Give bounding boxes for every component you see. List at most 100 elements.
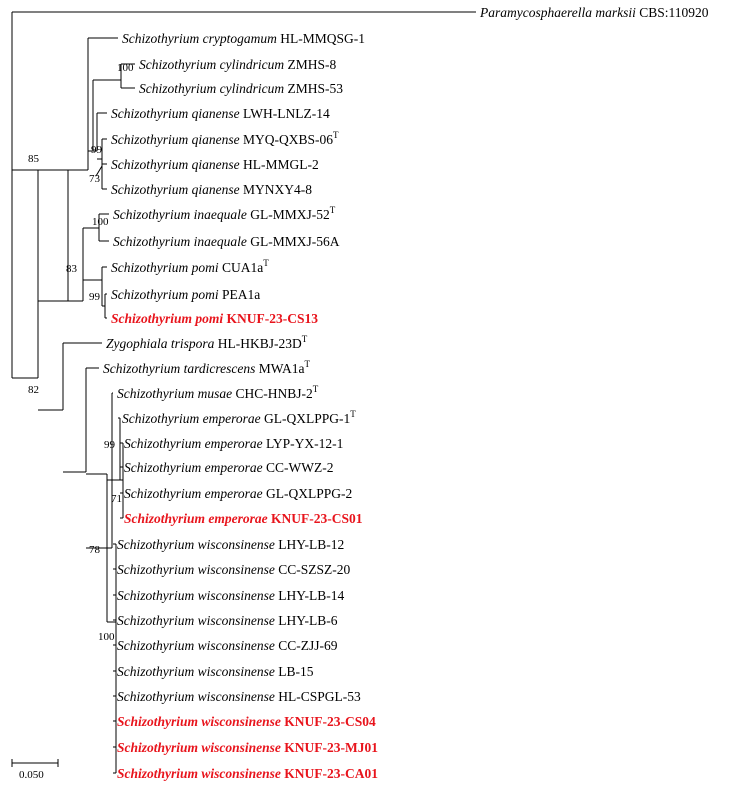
species-name: Paramycosphaerella marksii	[479, 5, 636, 20]
strain-name: GL-MMXJ-52	[247, 207, 330, 222]
bootstrap-second-clade: 82	[28, 384, 39, 396]
species-name: Schizothyrium qianense	[111, 106, 240, 121]
taxon-label: Schizothyrium wisconsinense HL-CSPGL-53	[117, 689, 361, 704]
taxon-label: Schizothyrium cryptogamum HL-MMQSG-1	[122, 31, 365, 46]
strain-name: ZMHS-8	[284, 57, 336, 72]
strain-name: MWA1a	[255, 361, 304, 376]
bootstrap-wisconsinense: 100	[98, 631, 115, 643]
strain-name: GL-QXLPPG-2	[263, 486, 353, 501]
species-name: Schizothyrium qianense	[111, 157, 240, 172]
taxon-label: Schizothyrium emperorae LYP-YX-12-1	[124, 436, 343, 451]
taxon-label: Schizothyrium qianense HL-MMGL-2	[111, 157, 319, 172]
species-name: Schizothyrium wisconsinense	[117, 740, 281, 755]
strain-name: CC-WWZ-2	[263, 460, 334, 475]
species-name: Schizothyrium wisconsinense	[117, 714, 281, 729]
strain-name: CHC-HNBJ-2	[232, 386, 313, 401]
strain-name: CBS:110920	[636, 5, 709, 20]
species-name: Schizothyrium tardicrescens	[103, 361, 255, 376]
species-name: Zygophiala trispora	[106, 336, 215, 351]
taxon-label: Schizothyrium emperorae GL-QXLPPG-1T	[122, 409, 356, 426]
taxon-label: Zygophiala trispora HL-HKBJ-23DT	[106, 334, 308, 351]
taxon-label: Schizothyrium musae CHC-HNBJ-2T	[117, 384, 319, 401]
taxon-label: Schizothyrium qianense MYNXY4-8	[111, 182, 312, 197]
species-name: Schizothyrium emperorae	[124, 436, 263, 451]
scale-bar-label: 0.050	[19, 769, 44, 781]
taxon-label: Schizothyrium tardicrescens MWA1aT	[103, 359, 310, 376]
bootstrap-pomi: 99	[89, 291, 101, 303]
bootstrap-emperorae: 99	[104, 439, 116, 451]
taxon-label: Schizothyrium cylindricum ZMHS-53	[139, 81, 343, 96]
strain-name: CC-ZJJ-69	[275, 638, 338, 653]
strain-name: KNUF-23-CA01	[281, 766, 378, 781]
taxon-label: Schizothyrium emperorae CC-WWZ-2	[124, 460, 333, 475]
strain-name: KNUF-23-MJ01	[281, 740, 378, 755]
taxon-label: Schizothyrium wisconsinense CC-SZSZ-20	[117, 562, 351, 577]
taxon-label: Schizothyrium wisconsinense KNUF-23-CS04	[117, 714, 376, 729]
species-name: Schizothyrium wisconsinense	[117, 689, 275, 704]
taxon-labels: Paramycosphaerella marksii CBS:110920 Sch…	[103, 5, 709, 781]
taxon-label: Schizothyrium inaequale GL-MMXJ-56A	[113, 234, 340, 249]
bootstrap-inaequale: 100	[92, 216, 109, 228]
taxon-label: Schizothyrium cylindricum ZMHS-8	[139, 57, 336, 72]
taxon-label: Schizothyrium emperorae GL-QXLPPG-2	[124, 486, 352, 501]
strain-name: MYQ-QXBS-06	[240, 132, 334, 147]
taxon-label: Schizothyrium wisconsinense LB-15	[117, 664, 314, 679]
taxon-label: Schizothyrium pomi CUA1aT	[111, 258, 269, 275]
strain-name: KNUF-23-CS01	[268, 511, 363, 526]
taxon-label: Schizothyrium qianense MYQ-QXBS-06T	[111, 130, 339, 147]
strain-name: HL-MMGL-2	[240, 157, 319, 172]
type-strain-mark: T	[333, 130, 339, 140]
bootstrap-emperorae-sub: 71	[111, 493, 122, 505]
taxon-label: Schizothyrium wisconsinense LHY-LB-6	[117, 613, 338, 628]
taxon-label: Schizothyrium wisconsinense KNUF-23-MJ01	[117, 740, 378, 755]
species-name: Schizothyrium wisconsinense	[117, 588, 275, 603]
bootstrap-pomi-group: 83	[66, 263, 78, 275]
strain-name: KNUF-23-CS13	[223, 311, 318, 326]
strain-name: GL-QXLPPG-1	[261, 411, 351, 426]
bootstrap-values: 85 100 99 73 100 83 99 82 99 71 78 100	[28, 62, 134, 643]
strain-name: KNUF-23-CS04	[281, 714, 376, 729]
species-name: Schizothyrium pomi	[111, 287, 219, 302]
species-name: Schizothyrium qianense	[111, 182, 240, 197]
type-strain-mark: T	[350, 409, 356, 419]
bootstrap-root-ingroup: 85	[28, 153, 40, 165]
type-strain-mark: T	[263, 258, 269, 268]
strain-name: MYNXY4-8	[240, 182, 313, 197]
species-name: Schizothyrium emperorae	[124, 486, 263, 501]
taxon-label: Schizothyrium wisconsinense CC-ZJJ-69	[117, 638, 338, 653]
taxon-label: Schizothyrium pomi KNUF-23-CS13	[111, 311, 318, 326]
species-name: Schizothyrium inaequale	[113, 207, 247, 222]
species-name: Schizothyrium pomi	[111, 311, 223, 326]
taxon-label: Schizothyrium wisconsinense LHY-LB-14	[117, 588, 344, 603]
strain-name: PEA1a	[219, 287, 261, 302]
strain-name: LB-15	[275, 664, 314, 679]
strain-name: CC-SZSZ-20	[275, 562, 351, 577]
strain-name: HL-CSPGL-53	[275, 689, 361, 704]
tree-branches	[11, 11, 476, 774]
scale-bar	[11, 759, 59, 767]
species-name: Schizothyrium wisconsinense	[117, 562, 275, 577]
strain-name: GL-MMXJ-56A	[247, 234, 340, 249]
taxon-label: Paramycosphaerella marksii CBS:110920	[479, 5, 709, 20]
taxon-label: Schizothyrium inaequale GL-MMXJ-52T	[113, 205, 336, 222]
strain-name: LHY-LB-12	[275, 537, 344, 552]
taxon-label: Schizothyrium pomi PEA1a	[111, 287, 260, 302]
species-name: Schizothyrium wisconsinense	[117, 664, 275, 679]
strain-name: HL-HKBJ-23D	[214, 336, 302, 351]
species-name: Schizothyrium wisconsinense	[117, 766, 281, 781]
bootstrap-pointer	[95, 165, 103, 177]
species-name: Schizothyrium cryptogamum	[122, 31, 277, 46]
type-strain-mark: T	[302, 334, 308, 344]
type-strain-mark: T	[313, 384, 319, 394]
species-name: Schizothyrium wisconsinense	[117, 537, 275, 552]
species-name: Schizothyrium cylindricum	[139, 81, 284, 96]
strain-name: CUA1a	[219, 260, 264, 275]
species-name: Schizothyrium pomi	[111, 260, 219, 275]
species-name: Schizothyrium wisconsinense	[117, 638, 275, 653]
strain-name: LYP-YX-12-1	[263, 436, 344, 451]
type-strain-mark: T	[304, 359, 310, 369]
bootstrap-cylindricum: 100	[117, 62, 134, 74]
species-name: Schizothyrium emperorae	[124, 511, 268, 526]
strain-name: LHY-LB-14	[275, 588, 345, 603]
bootstrap-qianense: 99	[91, 144, 103, 156]
